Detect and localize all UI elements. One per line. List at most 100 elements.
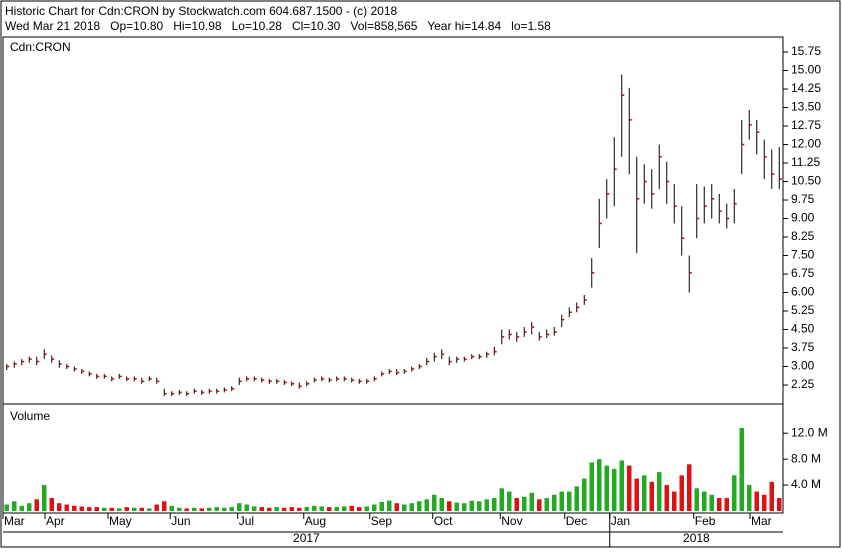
x-tick-label: Feb [695,514,716,528]
y-tick-label: 12.0 M [791,425,828,439]
volume-bar [417,501,422,511]
volume-bar [747,485,752,511]
volume-bar [177,507,182,511]
volume-bar [244,504,249,511]
panel-label: Cdn:CRON [10,40,71,54]
y-tick-label: 3.00 [791,359,815,373]
volume-bar [424,499,429,511]
x-tick-label: Aug [305,514,326,528]
volume-bar [709,494,714,511]
volume-bar [387,500,392,511]
volume-bar [514,498,519,511]
y-tick-label: 8.0 M [791,451,821,465]
volume-bar [604,465,609,511]
volume-bar [544,498,549,511]
x-tick-label: Apr [46,514,65,528]
volume-bar [12,501,17,511]
volume-bar [357,507,362,511]
volume-bar [717,498,722,511]
volume-bar [4,504,9,511]
volume-bar [154,504,159,511]
volume-bar [274,507,279,511]
volume-bar [372,504,377,511]
volume-bar [582,478,587,511]
panel-label: Volume [10,409,50,423]
volume-bar [297,507,302,511]
volume-bar [402,504,407,511]
volume-bar [447,501,452,511]
volume-bar [649,481,654,511]
volume-bar [334,507,339,511]
volume-bar [777,498,782,511]
y-tick-label: 4.0 M [791,477,821,491]
y-tick-label: 5.25 [791,303,815,317]
volume-bar [222,507,227,511]
volume-bar [147,508,152,511]
y-tick-label: 3.75 [791,340,815,354]
volume-bar [237,503,242,511]
volume-bar [327,507,332,511]
x-tick-label: Dec [566,514,587,528]
volume-bar [289,507,294,511]
volume-bar [567,491,572,511]
volume-bar [192,507,197,511]
volume-bar [349,505,354,511]
volume-bar [139,507,144,511]
volume-bar [597,459,602,511]
y-tick-label: 12.75 [791,118,821,132]
volume-bar [574,486,579,511]
volume-bar [732,475,737,511]
volume-bar [679,475,684,511]
x-tick-label: Mar [4,514,25,528]
volume-bar [312,505,317,511]
year-label: 2017 [293,531,320,545]
x-tick-label: Mar [751,514,772,528]
volume-bar [109,507,114,511]
x-tick-label: Nov [501,514,522,528]
x-tick-label: Jul [239,514,254,528]
volume-bar [694,488,699,511]
y-tick-label: 4.50 [791,322,815,336]
volume-bar [664,485,669,511]
y-tick-label: 15.75 [791,44,821,58]
volume-bar [619,460,624,511]
volume-bar [552,494,557,511]
volume-bar [529,492,534,511]
x-tick-label: Jun [171,514,190,528]
volume-bar [199,508,204,511]
volume-bar [94,507,99,511]
y-tick-label: 8.25 [791,229,815,243]
volume-bar [657,472,662,511]
volume-bar [319,506,324,511]
y-tick-label: 6.00 [791,285,815,299]
y-tick-label: 9.00 [791,211,815,225]
volume-bar [484,499,489,511]
volume-bar [634,478,639,511]
y-tick-label: 2.25 [791,377,815,391]
volume-bar [124,507,129,511]
y-tick-label: 13.50 [791,100,821,114]
volume-panel [2,403,784,514]
volume-bar [687,464,692,511]
y-tick-label: 7.50 [791,248,815,262]
volume-bar [267,507,272,511]
volume-bar [207,507,212,511]
volume-bar [19,505,24,511]
year-label: 2018 [683,531,710,545]
volume-bar [34,499,39,511]
volume-bar [102,507,107,511]
volume-bar [132,507,137,511]
volume-bar [612,468,617,511]
y-tick-label: 15.00 [791,63,821,77]
volume-bar [762,494,767,511]
y-tick-label: 12.00 [791,137,821,151]
volume-bar [769,481,774,511]
volume-bar [304,507,309,511]
volume-bar [462,503,467,511]
volume-bar [394,503,399,511]
volume-bar [559,491,564,511]
volume-bar [27,503,32,511]
volume-bar [379,501,384,511]
